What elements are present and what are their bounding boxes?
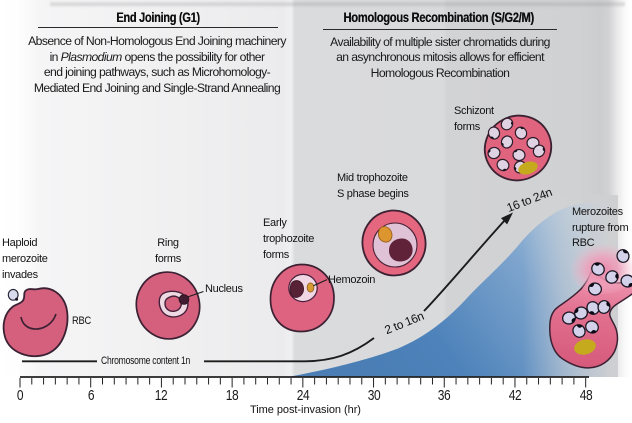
svg-text:2 to 16n: 2 to 16n bbox=[383, 309, 426, 337]
